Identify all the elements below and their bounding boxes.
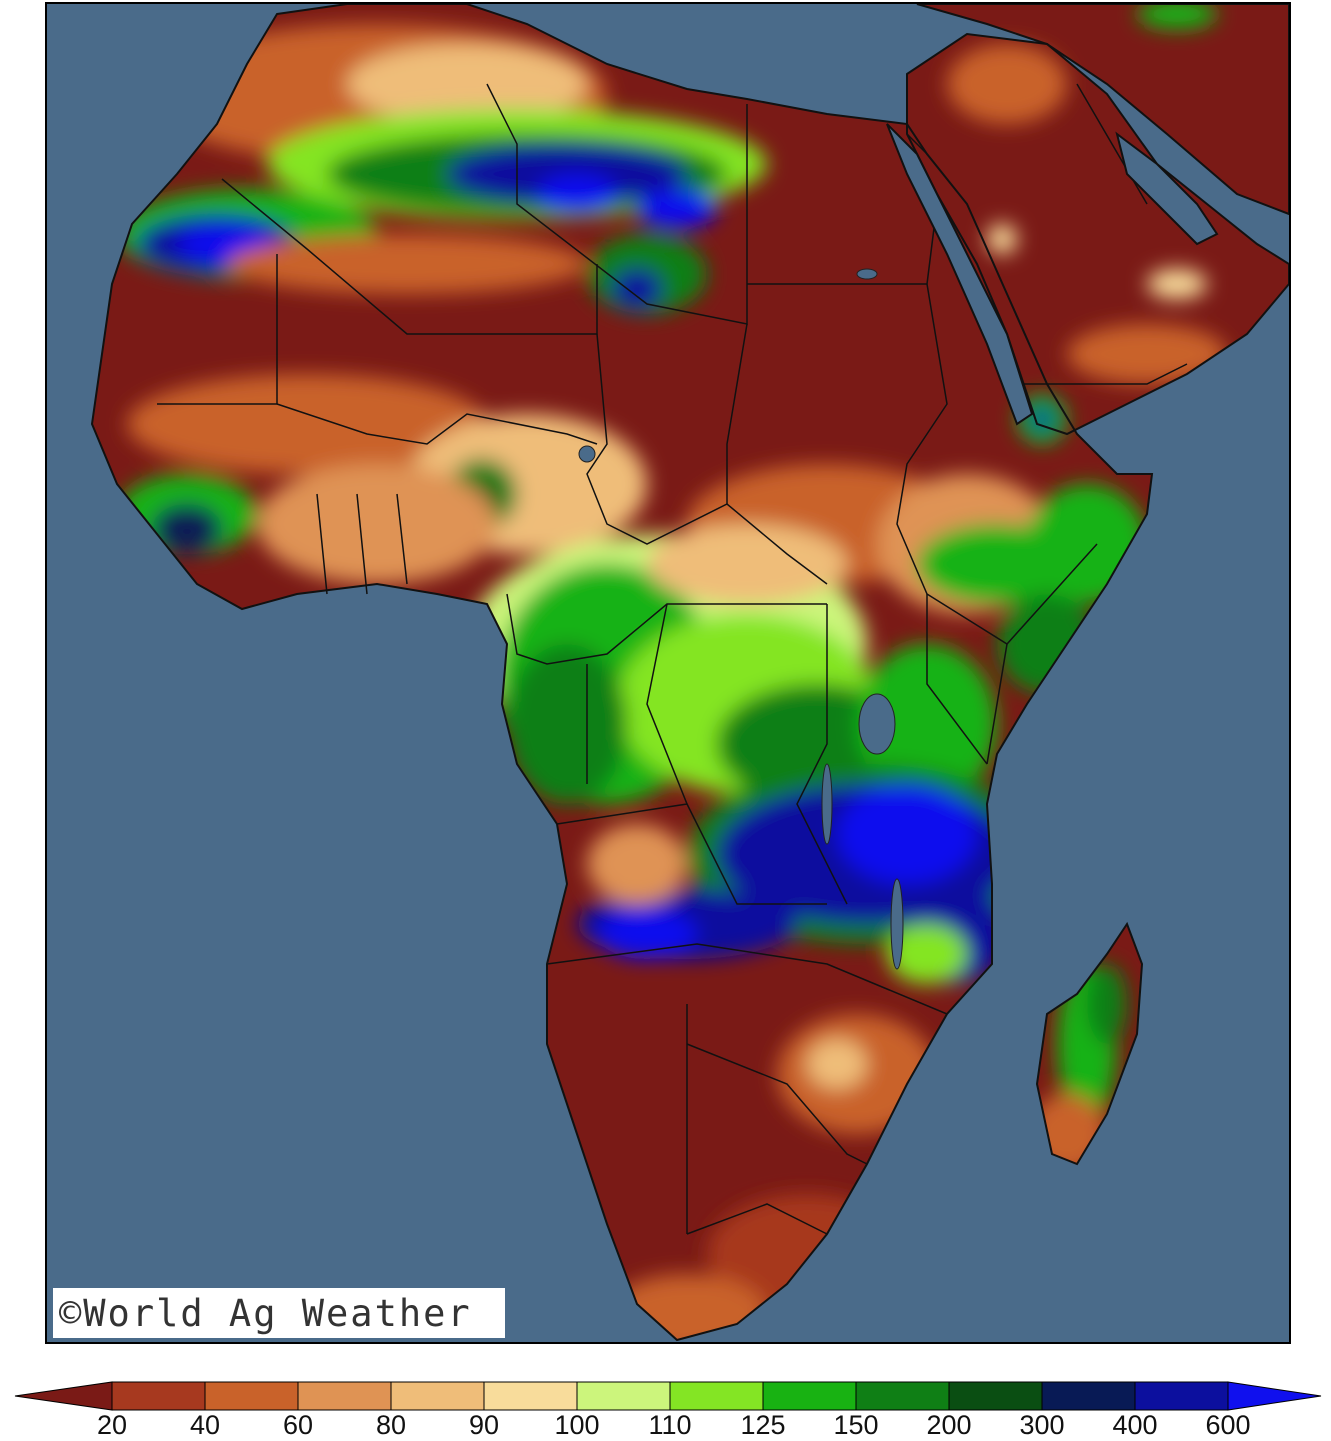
legend-tick-label: 200: [926, 1410, 972, 1440]
legend-swatch: [1041, 1381, 1136, 1411]
legend-tick-label: 300: [1019, 1410, 1065, 1440]
credit-text: ©World Ag Weather: [59, 1291, 472, 1335]
legend-tick-label: 40: [189, 1410, 221, 1440]
legend-tick-label: 100: [554, 1410, 600, 1440]
precipitation-map: ©World Ag Weather: [45, 2, 1291, 1344]
legend-swatch: [1134, 1381, 1229, 1411]
country-borders: [157, 83, 1188, 1235]
legend-max-arrow: [1227, 1381, 1322, 1411]
legend-swatch: [948, 1381, 1043, 1411]
persian-gulf: [1115, 131, 1219, 246]
inland-lakes: [578, 268, 904, 970]
legend-tick-label: 110: [648, 1410, 692, 1440]
legend-tick-label: 90: [468, 1410, 500, 1440]
legend-swatch: [762, 1381, 857, 1411]
legend-swatch: [204, 1381, 299, 1411]
legend-swatch: [855, 1381, 950, 1411]
legend-swatch: [669, 1381, 764, 1411]
legend-tick-label: 60: [282, 1410, 314, 1440]
legend-swatch: [111, 1381, 206, 1411]
map-canvas: [47, 4, 1289, 1342]
legend-swatch: [297, 1381, 392, 1411]
legend-tick-label: 80: [375, 1410, 407, 1440]
legend-swatch: [483, 1381, 578, 1411]
color-legend: [14, 1381, 1322, 1411]
legend-tick-label: 400: [1112, 1410, 1158, 1440]
legend-swatch: [576, 1381, 671, 1411]
credit-box: ©World Ag Weather: [53, 1288, 505, 1338]
legend-tick-label: 150: [833, 1410, 879, 1440]
legend-min-arrow: [14, 1381, 113, 1411]
legend-tick-label: 600: [1205, 1410, 1251, 1440]
legend-swatch: [390, 1381, 485, 1411]
legend-tick-label: 125: [740, 1410, 786, 1440]
legend-tick-label: 20: [96, 1410, 128, 1440]
red-sea: [886, 123, 1034, 426]
